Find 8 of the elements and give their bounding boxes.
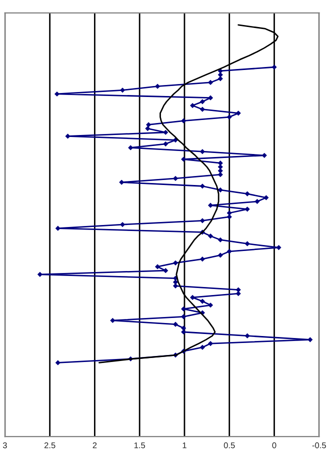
x-tick-label: -0.5 xyxy=(312,442,326,448)
x-tick-label: 0.5 xyxy=(224,442,235,448)
x-tick-label: 0 xyxy=(272,442,276,448)
x-tick-label: 1.5 xyxy=(134,442,146,448)
x-tick-label: 2.5 xyxy=(44,442,56,448)
x-tick-label: 1 xyxy=(182,442,186,448)
x-tick-label: 3 xyxy=(2,442,7,448)
x-tick-label: 2 xyxy=(92,442,97,448)
